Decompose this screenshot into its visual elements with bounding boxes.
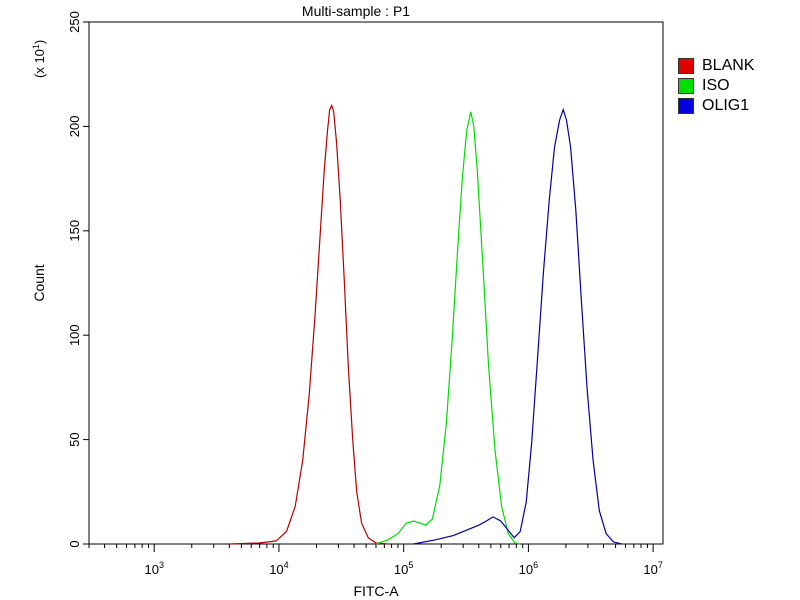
- y-tick-label: 50: [67, 432, 82, 446]
- legend-label-blank: BLANK: [702, 57, 755, 74]
- legend-swatch-blank: [678, 58, 694, 74]
- y-axis-ticks: 0 50 100 150 200 250: [67, 11, 89, 548]
- x-tick-label: 107: [643, 560, 662, 577]
- y-tick-label: 100: [67, 324, 82, 346]
- y-tick-label: 150: [67, 220, 82, 242]
- x-axis-ticks: 103 104 105 106 107: [88, 544, 663, 577]
- x-tick-label: 104: [269, 560, 288, 577]
- x-tick-label: 103: [144, 560, 163, 577]
- y-tick-label: 0: [67, 540, 82, 547]
- legend-label-olig1: OLIG1: [702, 97, 750, 114]
- chart-title: Multi-sample : P1: [302, 3, 410, 19]
- series-line-olig1: [413, 107, 622, 545]
- series-layer: [229, 103, 622, 545]
- plot-frame: [88, 21, 664, 545]
- y-axis-label: Count: [31, 264, 47, 301]
- series-line-iso: [375, 111, 521, 545]
- y-tick-label: 200: [67, 116, 82, 138]
- legend-item-blank: BLANK: [678, 56, 754, 76]
- x-tick-label: 105: [394, 560, 413, 577]
- legend: BLANK ISO OLIG1: [678, 56, 754, 116]
- svg-text:(x 101): (x 101): [31, 40, 47, 78]
- legend-swatch-olig1: [678, 98, 694, 114]
- legend-label-iso: ISO: [702, 77, 730, 94]
- x-axis-label: FITC-A: [353, 583, 399, 599]
- legend-item-iso: ISO: [678, 76, 754, 96]
- legend-swatch-iso: [678, 78, 694, 94]
- series-line-blank: [229, 103, 389, 545]
- y-axis-multiplier: (x 101): [31, 40, 47, 78]
- x-tick-label: 106: [519, 560, 538, 577]
- legend-item-olig1: OLIG1: [678, 96, 754, 116]
- y-tick-label: 250: [67, 11, 82, 33]
